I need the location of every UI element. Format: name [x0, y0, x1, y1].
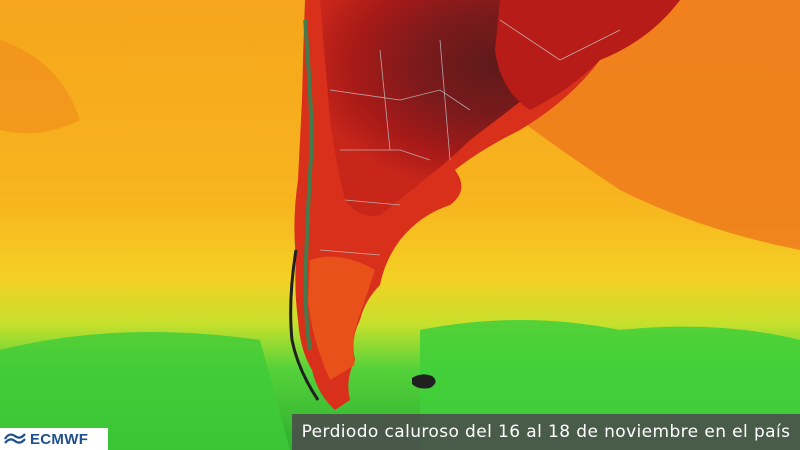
logo-text: ECMWF	[30, 430, 89, 448]
ecmwf-logo: ECMWF	[0, 428, 108, 450]
ecmwf-swirl-icon	[4, 433, 26, 444]
patagonia	[308, 256, 375, 380]
warm-ocean-band-west	[0, 40, 80, 134]
caption-banner: Perdiodo caluroso del 16 al 18 de noviem…	[292, 414, 800, 450]
cold-pacific	[0, 332, 290, 450]
brazil-region	[495, 0, 680, 110]
caption-text: Perdiodo caluroso del 16 al 18 de noviem…	[301, 422, 791, 442]
chile-coast	[289, 249, 320, 401]
falkland-islands	[412, 374, 436, 389]
province-borders	[319, 19, 621, 256]
andes-strip	[303, 19, 315, 351]
